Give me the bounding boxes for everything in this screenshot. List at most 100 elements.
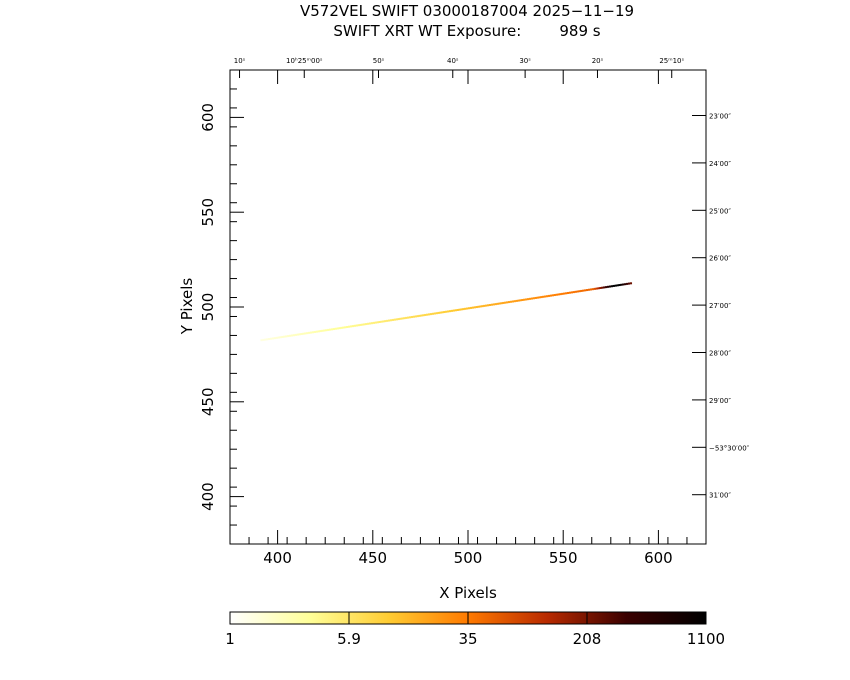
streak-pixel — [285, 335, 288, 338]
streak-pixel — [363, 323, 366, 326]
streak-pixel — [445, 310, 448, 313]
streak-pixel — [349, 325, 353, 328]
streak-pixel — [290, 334, 294, 337]
streak-pixel — [519, 299, 522, 302]
streak-pixel — [578, 290, 581, 293]
y-tick-label: 450 — [199, 387, 217, 416]
streak-pixel — [302, 332, 305, 335]
streak-pixel — [454, 309, 457, 312]
streak-pixel — [405, 316, 408, 319]
streak-pixel — [532, 297, 535, 300]
streak-pixel — [414, 315, 417, 318]
streak-pixel — [507, 301, 511, 304]
colorbar-tick-label: 1 — [225, 630, 235, 648]
colorbar-tick-label: 5.9 — [337, 630, 361, 648]
x-tick-label: 400 — [263, 549, 292, 567]
streak-pixel — [627, 282, 631, 285]
x-tick-label: 450 — [358, 549, 387, 567]
streak-pixel — [408, 316, 412, 319]
streak-pixel — [549, 294, 553, 297]
streak-pixel — [435, 312, 438, 315]
streak-pixel — [570, 291, 574, 294]
streak-pixel — [327, 328, 330, 331]
streak-pixel — [439, 311, 442, 314]
streak-pixel — [443, 311, 446, 314]
streak-pixel — [547, 294, 551, 297]
streak-pixel — [418, 314, 421, 317]
ra-tick-label: 10ˢ — [234, 57, 246, 65]
streak-pixel — [528, 297, 532, 300]
streak-pixel — [595, 287, 598, 290]
streak-pixel — [384, 320, 387, 323]
streak-pixel — [448, 310, 452, 313]
ra-axis-ticks: 10ˢ 10ʰ25ᵐ00ˢ 50ˢ 40ˢ 30ˢ 20ˢ 25ᵐ10ˢ — [234, 57, 685, 78]
y-tick-label: 500 — [199, 293, 217, 322]
streak-pixel — [551, 294, 554, 297]
x-tick-label: 500 — [454, 549, 483, 567]
streak-pixel — [428, 313, 431, 316]
streak-pixel — [511, 300, 514, 303]
streak-pixel — [410, 316, 414, 319]
streak-pixel — [424, 313, 427, 316]
streak-pixel — [441, 311, 444, 314]
streak-pixel — [271, 337, 275, 340]
streak-pixel — [332, 328, 336, 331]
streak-pixel — [557, 293, 560, 296]
streak-pixel — [612, 284, 615, 287]
streak-pixel — [492, 303, 495, 306]
streak-pixel — [368, 322, 372, 325]
chart-title: V572VEL SWIFT 03000187004 2025−11−19 — [300, 2, 634, 20]
streak-pixel — [460, 308, 463, 311]
streak-pixel — [534, 296, 537, 299]
streak-pixel — [469, 306, 473, 309]
chart-subtitle: SWIFT XRT WT Exposure: 989 s — [333, 22, 600, 40]
dec-tick-label: 23′00″ — [709, 113, 731, 121]
streak-pixel — [624, 283, 627, 286]
streak-pixel — [487, 304, 490, 307]
streak-pixel — [527, 298, 530, 301]
streak-pixel — [289, 334, 292, 337]
streak-pixel — [378, 321, 381, 324]
dec-tick-label: 25′00″ — [709, 207, 731, 215]
streak-pixel — [338, 327, 341, 330]
streak-pixel — [393, 318, 396, 321]
streak-pixel — [395, 318, 398, 321]
streak-pixel — [365, 323, 368, 326]
streak-pixel — [599, 286, 602, 289]
streak-pixel — [374, 321, 377, 324]
streak-pixel — [530, 297, 534, 300]
streak-pixel — [574, 290, 577, 293]
streak-pixel — [389, 319, 393, 322]
x-axis-ticks: 400 450 500 550 600 — [229, 70, 707, 567]
streak-pixel — [606, 285, 610, 288]
streak-pixel — [580, 289, 583, 292]
streak-pixel — [456, 308, 459, 311]
streak-pixel — [279, 336, 282, 339]
streak-pixel — [386, 319, 389, 322]
streak-pixel — [572, 291, 575, 294]
streak-pixel — [294, 333, 297, 336]
streak-pixel — [437, 311, 440, 314]
streak-pixel — [391, 318, 395, 321]
y-axis-label: Y Pixels — [178, 278, 196, 336]
dec-tick-label: 28′00″ — [709, 350, 731, 358]
streak-pixel — [296, 333, 299, 336]
ra-tick-label: 10ʰ25ᵐ00ˢ — [286, 57, 323, 65]
colorbar-tick-label: 1100 — [687, 630, 725, 648]
streak-pixel — [281, 335, 284, 338]
streak-pixel — [262, 338, 265, 341]
streak-pixel — [452, 309, 455, 312]
streak-pixel — [380, 320, 383, 323]
streak-pixel — [340, 326, 343, 329]
y-tick-label: 600 — [199, 103, 217, 132]
streak-pixel — [462, 308, 465, 311]
dec-tick-label: 31′00″ — [709, 492, 731, 500]
streak-pixel — [330, 328, 334, 331]
streak-pixel — [277, 336, 280, 339]
colorbar-tick-label: 208 — [573, 630, 602, 648]
streak-pixel — [376, 321, 379, 324]
ra-tick-label: 30ˢ — [519, 57, 531, 65]
streak-pixel — [269, 337, 273, 340]
streak-pixel — [283, 335, 286, 338]
streak-pixel — [357, 324, 360, 327]
